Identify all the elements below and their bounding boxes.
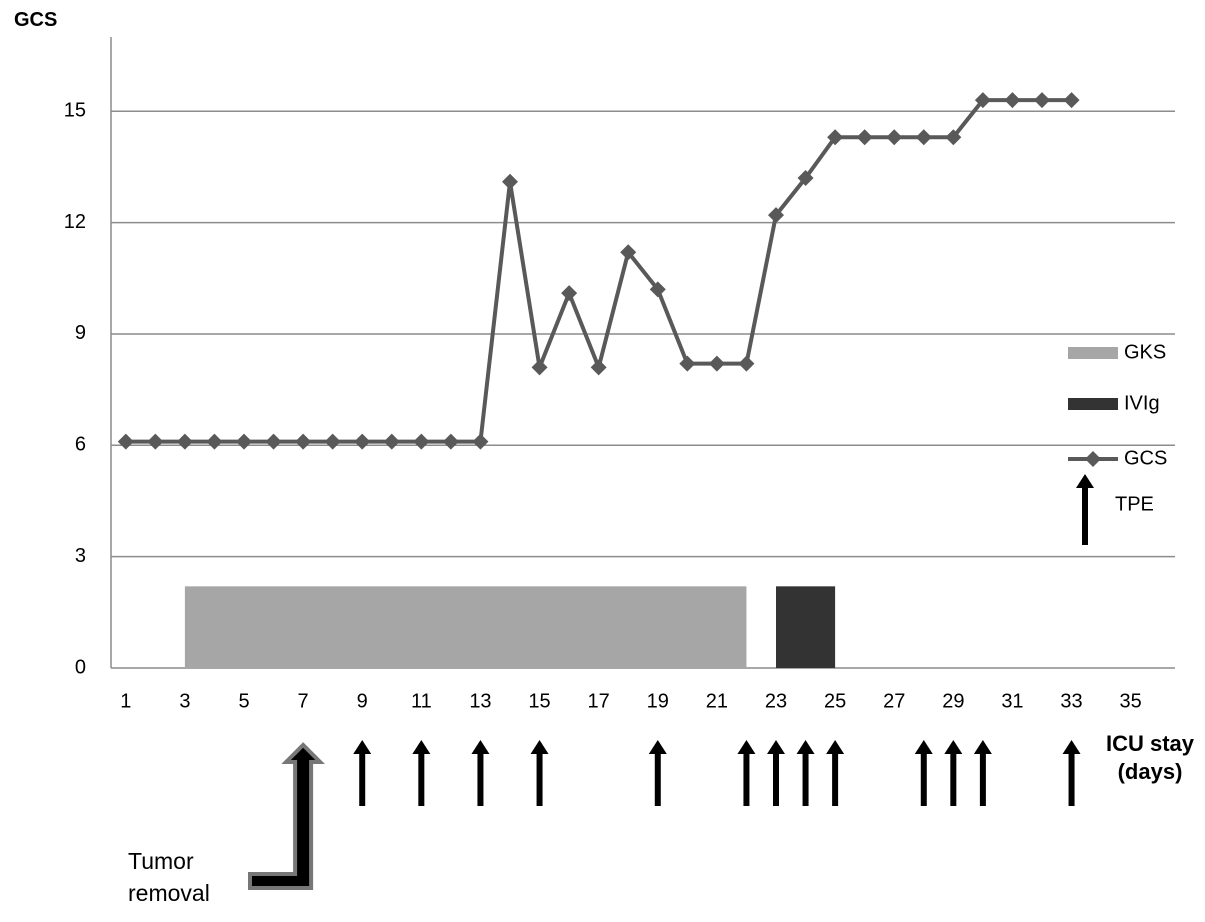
marker xyxy=(354,433,371,450)
y-tick-label: 9 xyxy=(75,322,86,344)
marker xyxy=(915,129,932,146)
x-tick-label: 31 xyxy=(1001,690,1023,712)
tpe-arrow xyxy=(412,740,431,806)
marker xyxy=(1004,92,1021,109)
marker xyxy=(974,92,991,109)
x-tick-label: 25 xyxy=(824,690,846,712)
x-tick-label: 3 xyxy=(179,690,190,712)
tpe-arrow xyxy=(944,740,963,806)
marker xyxy=(827,129,844,146)
tpe-arrow xyxy=(767,740,785,806)
marker xyxy=(324,433,341,450)
x-tick-label: 15 xyxy=(528,690,550,712)
tpe-arrow xyxy=(973,740,992,806)
marker xyxy=(413,433,430,450)
x-tick-label: 35 xyxy=(1120,690,1142,712)
x-tick-label: 5 xyxy=(238,690,249,712)
x-tick-label: 1 xyxy=(120,690,131,712)
legend-swatch xyxy=(1068,347,1118,359)
marker xyxy=(502,173,518,190)
marker xyxy=(236,433,252,450)
tpe-arrow xyxy=(737,740,756,806)
tpe-arrow xyxy=(648,740,667,806)
marker xyxy=(590,359,607,376)
legend-marker xyxy=(1085,451,1101,467)
marker xyxy=(206,433,223,450)
x-tick-label: 13 xyxy=(469,690,491,712)
legend-label: TPE xyxy=(1115,493,1154,515)
marker xyxy=(561,285,578,302)
marker xyxy=(856,129,873,146)
tpe-arrow xyxy=(353,740,372,806)
marker xyxy=(797,170,814,187)
marker xyxy=(147,433,164,450)
marker xyxy=(117,433,134,450)
line xyxy=(125,98,1072,444)
y-tick-label: 12 xyxy=(64,211,86,233)
legend-label: IVIg xyxy=(1124,392,1160,414)
marker xyxy=(295,433,312,450)
y-tick-label: 0 xyxy=(75,656,86,678)
x-tick-label: 9 xyxy=(357,690,368,712)
x-tick-label: 29 xyxy=(942,690,964,712)
marker xyxy=(383,433,400,450)
y-axis-label: GCS xyxy=(14,9,58,31)
marker xyxy=(738,355,755,372)
x-tick-label: 23 xyxy=(765,690,787,712)
marker xyxy=(768,207,784,224)
marker xyxy=(620,244,637,261)
tpe-arrow xyxy=(826,740,845,806)
x-tick-label: 21 xyxy=(706,690,728,712)
marker xyxy=(472,433,489,450)
marker xyxy=(945,129,962,146)
legend-arrow xyxy=(1076,474,1094,545)
marker xyxy=(531,359,548,376)
tpe-arrow xyxy=(471,740,490,806)
x-tick-label: 33 xyxy=(1060,690,1082,712)
x-tick-label: 17 xyxy=(588,690,610,712)
legend-label: GKS xyxy=(1124,341,1166,363)
marker xyxy=(1034,92,1050,109)
legend-label: GCS xyxy=(1124,447,1167,469)
x-tick-label: 19 xyxy=(647,690,669,712)
tpe-arrow xyxy=(796,740,815,806)
bar xyxy=(776,586,836,668)
y-tick-label: 6 xyxy=(75,434,86,456)
x-tick-label: 11 xyxy=(411,690,432,712)
marker xyxy=(176,433,193,450)
marker xyxy=(886,129,903,146)
y-tick-label: 3 xyxy=(75,545,86,567)
tpe-arrow xyxy=(914,740,933,806)
marker xyxy=(649,281,666,298)
annotation-arrow xyxy=(248,742,325,890)
bar xyxy=(184,586,747,668)
marker xyxy=(1063,92,1080,109)
x-axis-label: ICU stay (days) xyxy=(1105,731,1195,784)
marker xyxy=(265,433,282,450)
annotation: Tumor removal xyxy=(128,848,210,906)
marker xyxy=(679,355,696,372)
marker xyxy=(708,355,725,372)
legend-swatch xyxy=(1068,398,1118,410)
tpe-arrow xyxy=(530,740,549,806)
marker xyxy=(442,433,459,450)
x-tick-label: 7 xyxy=(298,690,309,712)
tpe-arrow xyxy=(1062,740,1081,806)
x-tick-label: 27 xyxy=(883,690,905,712)
y-tick-label: 15 xyxy=(64,100,86,122)
